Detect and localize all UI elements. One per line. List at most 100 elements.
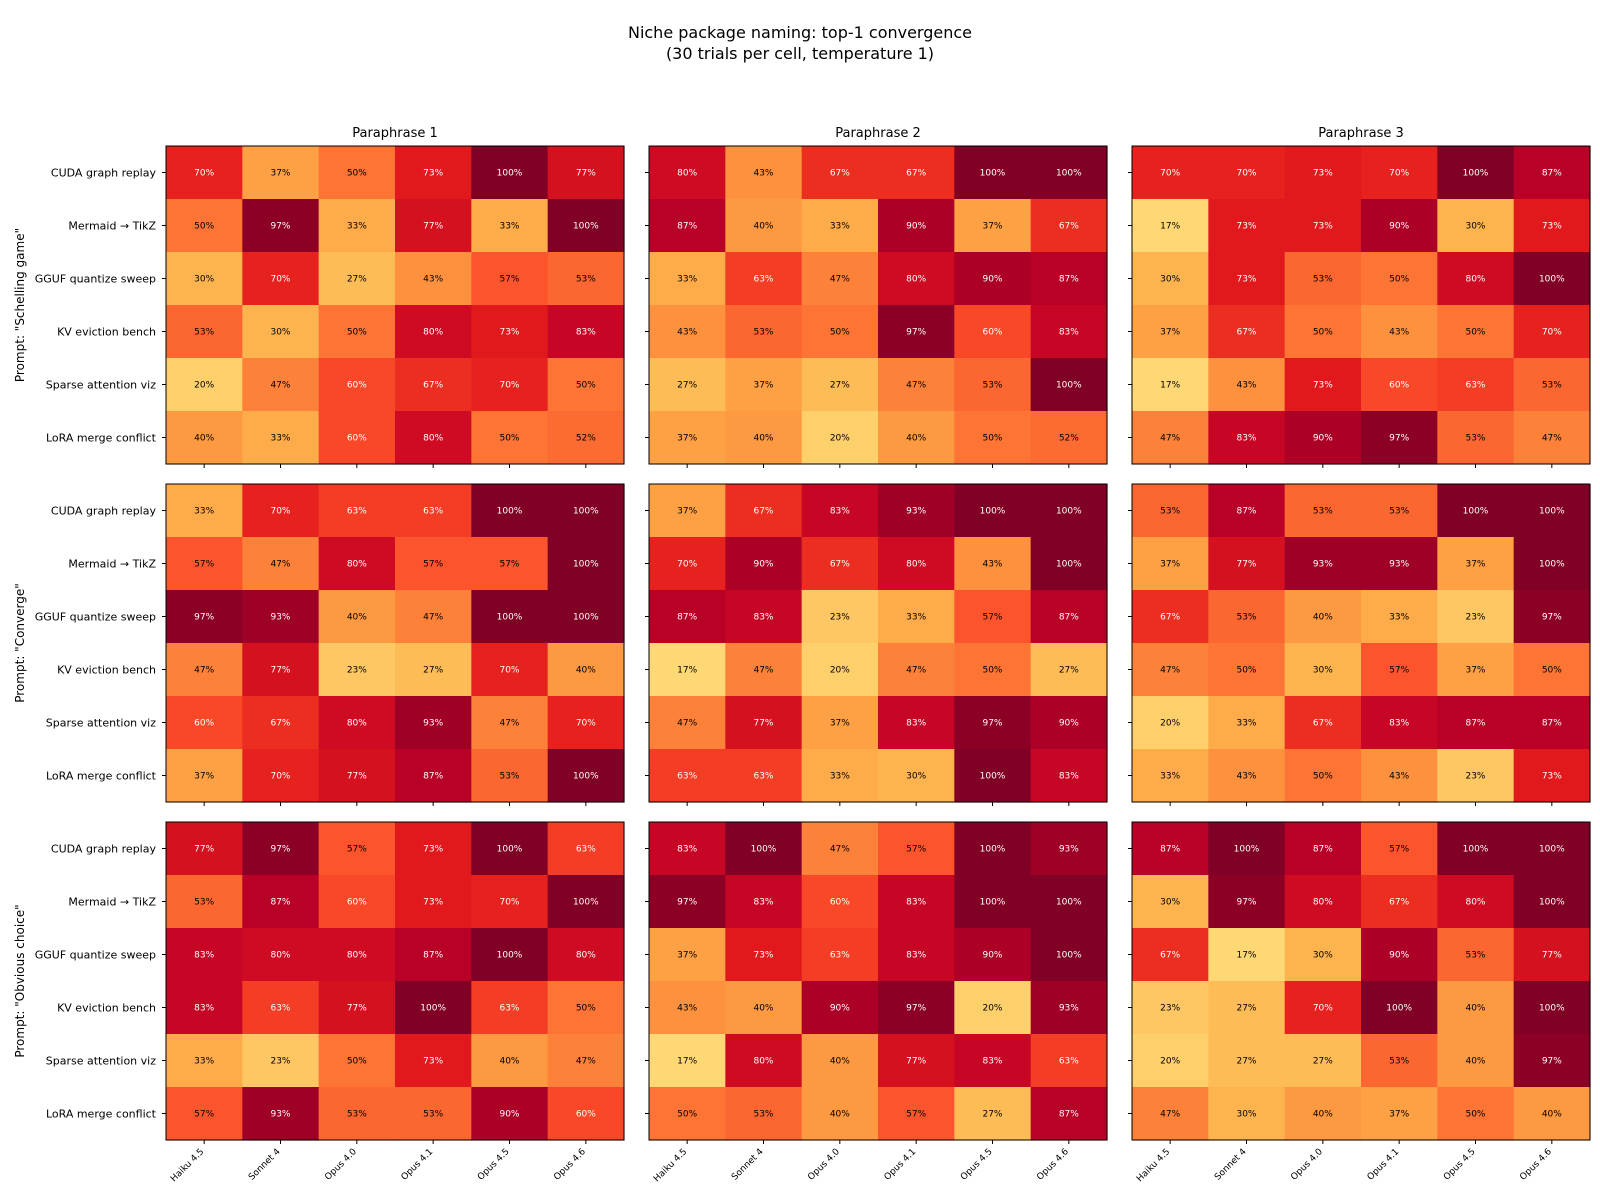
cell-value-label: 67% (830, 560, 850, 570)
cell-value-label: 100% (1056, 898, 1082, 908)
cell-value-label: 90% (982, 275, 1002, 285)
cell-value-label: 70% (1389, 169, 1409, 179)
heatmap-cell (649, 749, 726, 803)
heatmap-cell (801, 252, 879, 306)
cell-value-label: 83% (677, 845, 697, 855)
cell-value-label: 97% (906, 1004, 926, 1014)
heatmap-cell (801, 146, 879, 200)
cell-value-label: 40% (1313, 1110, 1333, 1120)
cell-value-label: 77% (753, 719, 773, 729)
heatmap-cell (395, 822, 472, 876)
cell-value-label: 33% (347, 222, 367, 232)
cell-value-label: 100% (573, 507, 599, 517)
cell-value-label: 87% (423, 951, 443, 961)
heatmap-cell (1437, 928, 1515, 982)
cell-value-label: 67% (1059, 222, 1079, 232)
cell-value-label: 57% (1389, 666, 1409, 676)
model-label: Opus 4.0 (323, 1147, 359, 1183)
cell-value-label: 27% (1236, 1004, 1256, 1014)
cell-value-label: 73% (423, 845, 443, 855)
chart-title-line1: Niche package naming: top-1 convergence (628, 23, 972, 42)
heatmap-cell (1437, 875, 1515, 929)
heatmap-cell (395, 358, 472, 412)
cell-value-label: 83% (906, 898, 926, 908)
heatmap-cell (547, 875, 625, 929)
heatmap-cell (166, 537, 243, 591)
cell-value-label: 50% (1465, 328, 1485, 338)
heatmap-cell (801, 928, 879, 982)
cell-value-label: 83% (753, 613, 773, 623)
heatmap-cell (547, 484, 625, 538)
heatmap-cell (1208, 199, 1286, 253)
model-label: Opus 4.6 (552, 1147, 588, 1183)
heatmap-cell (878, 981, 955, 1035)
cell-value-label: 63% (830, 951, 850, 961)
panel-frame (648, 483, 1108, 803)
cell-value-label: 47% (1160, 434, 1180, 444)
heatmap-cell (1437, 411, 1515, 465)
cell-value-label: 67% (753, 507, 773, 517)
heatmap-cell (242, 305, 320, 359)
heatmap-cell (649, 146, 726, 200)
heatmap-cell (1208, 1087, 1286, 1141)
cell-value-label: 67% (1313, 719, 1333, 729)
cell-value-label: 93% (1389, 560, 1409, 570)
heatmap-cell (1284, 822, 1362, 876)
cell-value-label: 23% (1160, 1004, 1180, 1014)
heatmap-cell (878, 1034, 955, 1088)
heatmap-cell (1132, 484, 1209, 538)
cell-value-label: 77% (270, 666, 290, 676)
cell-value-label: 63% (677, 772, 697, 782)
heatmap-cell (166, 146, 243, 200)
cell-value-label: 80% (423, 328, 443, 338)
cell-value-label: 33% (1236, 719, 1256, 729)
heatmap-cell (166, 199, 243, 253)
cell-value-label: 53% (194, 898, 214, 908)
heatmap-cell (242, 1034, 320, 1088)
heatmap-cell (242, 252, 320, 306)
cell-value-label: 100% (1056, 169, 1082, 179)
heatmap-cell (547, 252, 625, 306)
cell-value-label: 77% (194, 845, 214, 855)
cell-value-label: 27% (1059, 666, 1079, 676)
heatmap-cell (1208, 411, 1286, 465)
heatmap-cell (649, 981, 726, 1035)
cell-value-label: 50% (576, 1004, 596, 1014)
cell-value-label: 20% (982, 1004, 1002, 1014)
cell-value-label: 53% (1236, 613, 1256, 623)
heatmap-cell (1284, 981, 1362, 1035)
heatmap-cell (1437, 537, 1515, 591)
cell-value-label: 23% (1465, 772, 1485, 782)
task-label: KV eviction bench (57, 326, 156, 339)
heatmap-cell (242, 875, 320, 929)
cell-value-label: 53% (1465, 951, 1485, 961)
prompt-label: Prompt: "Schelling game" (13, 228, 27, 382)
heatmap-cell (801, 411, 879, 465)
heatmap-cell (649, 1087, 726, 1141)
heatmap-cell (1437, 696, 1515, 750)
cell-value-label: 90% (499, 1110, 519, 1120)
heatmap-cell (1030, 875, 1108, 929)
cell-value-label: 52% (576, 434, 596, 444)
cell-value-label: 100% (1463, 169, 1489, 179)
cell-value-label: 100% (1463, 845, 1489, 855)
heatmap-cell (1030, 822, 1108, 876)
heatmap-panel: 77% 97% 57% 73% 100% 63% 53% 87% 60% 73% 70% 100% 83… (35, 821, 625, 1184)
heatmap-cell (801, 749, 879, 803)
cell-value-label: 93% (906, 507, 926, 517)
cell-value-label: 53% (1313, 275, 1333, 285)
cell-value-label: 30% (1160, 898, 1180, 908)
heatmap-cell (395, 411, 472, 465)
cell-value-label: 73% (1313, 169, 1333, 179)
cell-value-label: 97% (1389, 434, 1409, 444)
cell-value-label: 50% (1313, 328, 1333, 338)
heatmap-cell (801, 696, 879, 750)
heatmap-cell (1513, 358, 1591, 412)
cell-value-label: 47% (830, 845, 850, 855)
heatmap-cell (1030, 484, 1108, 538)
cell-value-label: 80% (1313, 898, 1333, 908)
cell-value-label: 97% (270, 222, 290, 232)
heatmap-cell (1361, 484, 1438, 538)
heatmap-cell (725, 1034, 803, 1088)
cell-value-label: 43% (677, 328, 697, 338)
